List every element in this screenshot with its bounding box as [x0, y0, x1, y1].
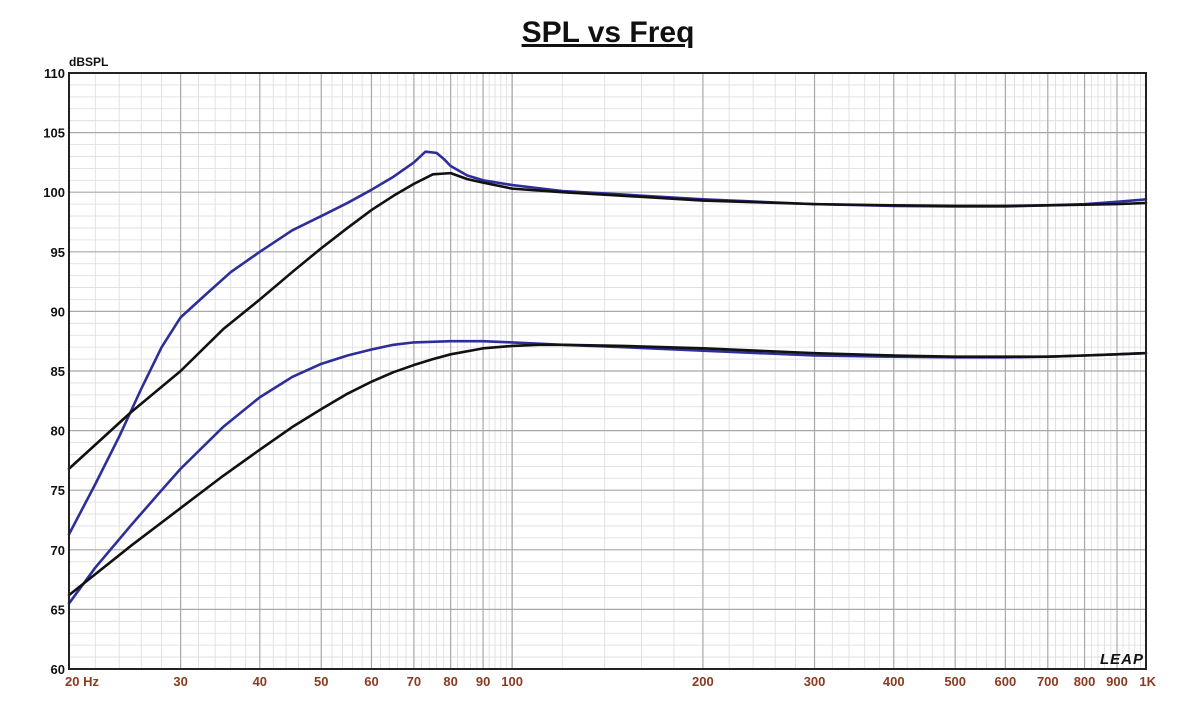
x-tick-label: 200: [692, 674, 714, 689]
y-tick-label: 80: [51, 424, 65, 439]
x-tick-label: 300: [804, 674, 826, 689]
x-tick-label: 60: [364, 674, 378, 689]
x-tick-label: 900: [1106, 674, 1128, 689]
x-tick-label: 40: [253, 674, 267, 689]
x-tick-label: 70: [407, 674, 421, 689]
y-tick-label: 95: [51, 245, 65, 260]
y-tick-label: 90: [51, 304, 65, 319]
x-tick-label: 90: [476, 674, 490, 689]
spl-curves: [67, 150, 1148, 605]
plot-frame: [68, 72, 1147, 670]
spl-curve-2: [67, 171, 1148, 471]
y-axis-unit-label: dBSPL: [69, 55, 108, 69]
x-tick-label: 600: [995, 674, 1017, 689]
x-tick-label: 400: [883, 674, 905, 689]
y-tick-label: 85: [51, 364, 65, 379]
y-tick-label: 60: [51, 662, 65, 677]
y-tick-label: 70: [51, 543, 65, 558]
x-tick-label: 700: [1037, 674, 1059, 689]
x-axis-tick-labels: 20 Hz 30 40 50 60 70 80 90 100 200 300 400 500 600 700…: [65, 674, 1157, 689]
y-tick-label: 110: [44, 66, 65, 81]
x-tick-label: 800: [1074, 674, 1096, 689]
y-tick-label: 65: [51, 602, 65, 617]
x-tick-label: 80: [443, 674, 457, 689]
y-tick-label: 100: [43, 185, 65, 200]
y-tick-label: 75: [51, 483, 65, 498]
x-tick-label: 50: [314, 674, 328, 689]
leap-logo: LEAP: [1100, 651, 1144, 668]
x-tick-label: 100: [501, 674, 523, 689]
y-tick-label: 105: [43, 126, 65, 141]
x-tick-label: 20 Hz: [65, 674, 99, 689]
spl-curve-4: [67, 343, 1148, 597]
x-tick-label: 30: [173, 674, 187, 689]
chart-title: SPL vs Freq: [522, 16, 695, 49]
x-tick-label: 1K: [1139, 674, 1156, 689]
x-tick-label: 500: [944, 674, 966, 689]
y-axis-tick-labels: 60 65 70 75 80 85 90 95 100 105 110: [43, 66, 65, 677]
